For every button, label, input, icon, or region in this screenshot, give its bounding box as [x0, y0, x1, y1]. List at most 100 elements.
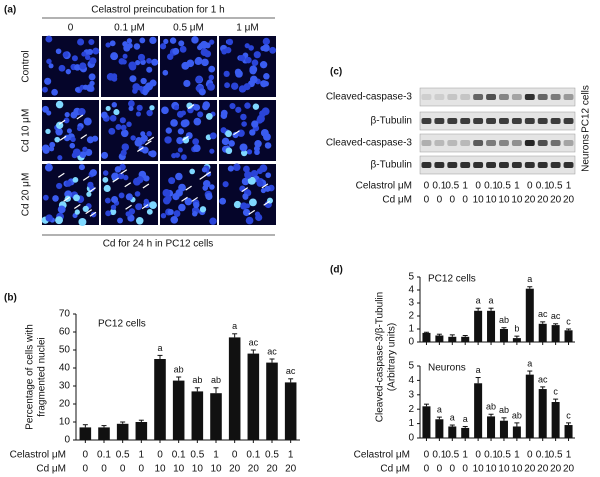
blot-strip: [419, 155, 576, 175]
column-label: 1 μM: [236, 23, 258, 34]
nucleus: [192, 138, 200, 146]
nucleus: [120, 149, 127, 156]
nucleus: [82, 205, 89, 213]
nucleus: [136, 104, 143, 112]
nucleus: [86, 84, 94, 92]
x-tick-label: 0.1: [246, 450, 260, 461]
bar: [247, 353, 260, 440]
significance-label: ab: [174, 364, 184, 374]
nucleus: [54, 136, 61, 143]
nucleus: [142, 89, 148, 96]
nucleus: [126, 38, 133, 44]
nucleus: [198, 88, 206, 96]
x-tick-label: 0: [120, 464, 126, 475]
y-tick-label: 3: [408, 298, 414, 309]
x-tick-label: 0.5: [190, 450, 204, 461]
nucleus: [49, 141, 56, 148]
bar: [284, 382, 297, 440]
band: [486, 94, 496, 100]
x-row-label: Celastrol μM: [354, 450, 410, 461]
nucleus: [135, 217, 144, 225]
nucleus: [79, 151, 87, 158]
nucleus: [74, 87, 81, 93]
bar: [499, 329, 508, 342]
x-tick-label: 0.1: [536, 450, 550, 461]
nucleus: [250, 170, 258, 178]
nucleus: [117, 217, 123, 224]
x-tick-label: 0: [437, 195, 443, 206]
nucleus: [173, 104, 180, 111]
arrow: [204, 171, 212, 177]
x-tick-label: 0: [437, 464, 443, 475]
nucleus: [52, 195, 59, 202]
x-tick-label: 0.5: [116, 450, 130, 461]
arrow: [187, 104, 195, 110]
nucleus: [84, 54, 91, 61]
significance-label: ac: [538, 309, 548, 319]
nucleus: [159, 43, 167, 50]
row-label: Control: [21, 50, 32, 82]
nucleus: [251, 59, 259, 67]
significance-label: ac: [286, 366, 296, 376]
nucleus: [170, 119, 178, 127]
x-tick-label: 20: [563, 195, 575, 206]
arrow: [181, 196, 188, 202]
nucleus: [259, 60, 268, 69]
y-tick-label: 0: [408, 433, 414, 444]
nucleus: [63, 134, 71, 142]
x-row-label: Cd μM: [380, 464, 410, 475]
arrow: [63, 196, 70, 202]
nucleus: [209, 39, 215, 45]
nucleus: [180, 119, 189, 128]
nucleus: [86, 136, 94, 144]
significance-label: a: [527, 274, 532, 284]
band: [421, 162, 432, 168]
nucleus: [49, 146, 55, 152]
nucleus: [186, 102, 193, 109]
nucleus: [81, 51, 87, 57]
nucleus: [143, 198, 149, 205]
arrow: [76, 114, 84, 120]
nucleus: [264, 185, 271, 192]
nucleus: [57, 205, 66, 214]
x-tick-label: 0.5: [445, 450, 459, 461]
nucleus: [183, 79, 191, 88]
group-label: Neurons: [581, 134, 592, 172]
nucleus: [62, 51, 69, 58]
nucleus: [110, 52, 119, 61]
nucleus: [125, 193, 133, 201]
bar: [228, 337, 241, 440]
nucleus: [135, 111, 141, 117]
x-tick-label: 0: [83, 464, 89, 475]
nucleus: [148, 150, 154, 157]
nucleus: [149, 201, 157, 209]
nucleus: [249, 129, 256, 136]
significance-label: ab: [499, 405, 509, 415]
x-tick-label: 0: [527, 450, 533, 461]
band: [499, 162, 509, 168]
nucleus: [149, 105, 155, 111]
nucleus: [65, 180, 72, 187]
significance-label: a: [463, 414, 468, 424]
band: [447, 162, 458, 168]
nucleus: [86, 191, 92, 197]
nucleus: [177, 147, 183, 153]
y-tick-label: 20: [59, 399, 71, 410]
x-tick-label: 1: [462, 181, 468, 192]
y-tick-label: 2: [408, 404, 414, 415]
x-tick-label: 20: [550, 464, 562, 475]
nucleus: [201, 167, 208, 173]
nucleus: [70, 136, 76, 142]
band: [460, 140, 471, 146]
row-label: Cd 20 μM: [21, 173, 32, 217]
nucleus: [208, 65, 216, 73]
nucleus: [105, 42, 111, 48]
x-tick-label: 0: [462, 464, 468, 475]
arrow: [147, 136, 155, 142]
x-row-label: Cd μM: [382, 195, 412, 206]
x-tick-label: 20: [537, 195, 549, 206]
nucleus: [179, 45, 187, 53]
nucleus: [127, 42, 133, 49]
band: [434, 94, 445, 100]
significance-label: a: [527, 358, 532, 368]
